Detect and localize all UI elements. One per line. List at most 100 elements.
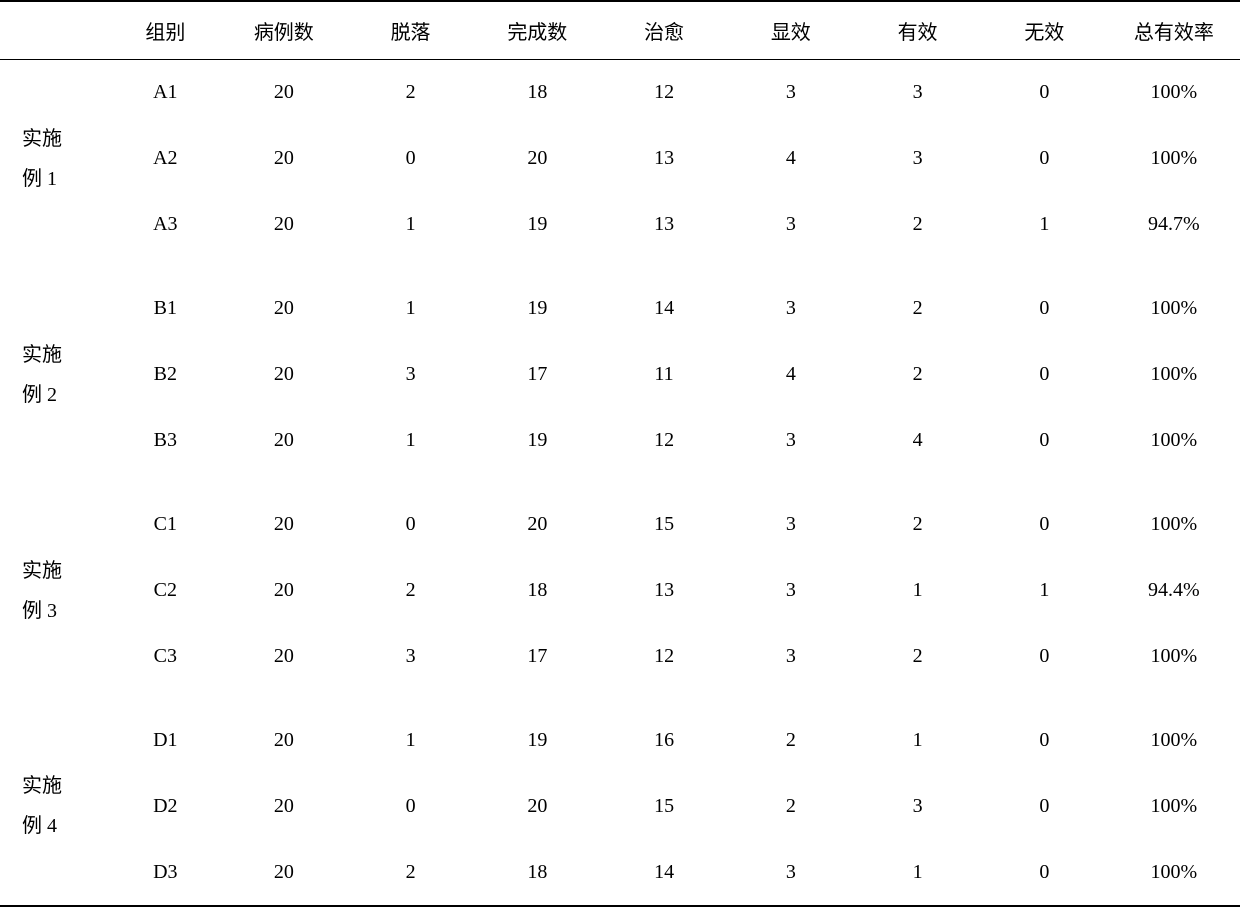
table-container: 组别 病例数 脱落 完成数 治愈 显效 有效 无效 总有效率 实施例 1A120… <box>0 0 1240 907</box>
header-effective: 有效 <box>854 1 981 60</box>
cell-dropout: 1 <box>347 192 474 258</box>
cell-dropout: 2 <box>347 558 474 624</box>
group-spacer <box>0 474 1240 492</box>
table-row: D22002015230100% <box>0 774 1240 840</box>
cell-ineffective: 0 <box>981 774 1108 840</box>
cell-ineffective: 0 <box>981 276 1108 342</box>
cell-cured: 13 <box>601 126 728 192</box>
group-label-line2: 例 2 <box>22 384 57 406</box>
cell-marked: 3 <box>727 60 854 126</box>
cell-completed: 17 <box>474 342 601 408</box>
header-ineffective: 无效 <box>981 1 1108 60</box>
cell-total_rate: 100% <box>1108 60 1240 126</box>
cell-effective: 2 <box>854 192 981 258</box>
header-dropout: 脱落 <box>347 1 474 60</box>
cell-effective: 3 <box>854 60 981 126</box>
cell-cured: 14 <box>601 276 728 342</box>
group-label-line1: 实施 <box>22 128 62 150</box>
cell-cases: 20 <box>220 774 347 840</box>
cell-ineffective: 0 <box>981 840 1108 906</box>
cell-completed: 20 <box>474 126 601 192</box>
cell-marked: 4 <box>727 126 854 192</box>
cell-total_rate: 94.4% <box>1108 558 1240 624</box>
cell-cases: 20 <box>220 840 347 906</box>
cell-completed: 18 <box>474 60 601 126</box>
cell-dropout: 1 <box>347 276 474 342</box>
cell-group: B1 <box>110 276 220 342</box>
table-row: D32021814310100% <box>0 840 1240 906</box>
cell-ineffective: 0 <box>981 126 1108 192</box>
cell-group: C1 <box>110 492 220 558</box>
cell-cured: 12 <box>601 624 728 690</box>
cell-cured: 16 <box>601 708 728 774</box>
cell-group: C2 <box>110 558 220 624</box>
cell-marked: 3 <box>727 558 854 624</box>
table-row: 实施例 4D12011916210100% <box>0 708 1240 774</box>
table-row: 实施例 2B12011914320100% <box>0 276 1240 342</box>
cell-total_rate: 100% <box>1108 840 1240 906</box>
cell-marked: 4 <box>727 342 854 408</box>
cell-dropout: 3 <box>347 624 474 690</box>
group-label: 实施例 2 <box>0 276 110 474</box>
cell-ineffective: 1 <box>981 192 1108 258</box>
cell-marked: 2 <box>727 774 854 840</box>
cell-group: D1 <box>110 708 220 774</box>
cell-total_rate: 100% <box>1108 774 1240 840</box>
cell-completed: 19 <box>474 276 601 342</box>
cell-marked: 3 <box>727 840 854 906</box>
group-label-line1: 实施 <box>22 775 62 797</box>
cell-marked: 2 <box>727 708 854 774</box>
cell-cured: 14 <box>601 840 728 906</box>
data-table: 组别 病例数 脱落 完成数 治愈 显效 有效 无效 总有效率 实施例 1A120… <box>0 0 1240 907</box>
cell-ineffective: 0 <box>981 624 1108 690</box>
table-row: 实施例 3C12002015320100% <box>0 492 1240 558</box>
cell-effective: 2 <box>854 276 981 342</box>
cell-ineffective: 0 <box>981 492 1108 558</box>
table-row: 实施例 1A12021812330100% <box>0 60 1240 126</box>
cell-total_rate: 100% <box>1108 342 1240 408</box>
group-label-line2: 例 3 <box>22 600 57 622</box>
cell-ineffective: 0 <box>981 708 1108 774</box>
cell-dropout: 0 <box>347 774 474 840</box>
cell-total_rate: 100% <box>1108 276 1240 342</box>
cell-cases: 20 <box>220 192 347 258</box>
table-row: A3201191332194.7% <box>0 192 1240 258</box>
header-row: 组别 病例数 脱落 完成数 治愈 显效 有效 无效 总有效率 <box>0 1 1240 60</box>
header-group: 组别 <box>110 1 220 60</box>
cell-group: B2 <box>110 342 220 408</box>
cell-total_rate: 100% <box>1108 708 1240 774</box>
cell-completed: 19 <box>474 408 601 474</box>
cell-completed: 20 <box>474 774 601 840</box>
cell-cured: 12 <box>601 408 728 474</box>
table-row: A22002013430100% <box>0 126 1240 192</box>
header-cured: 治愈 <box>601 1 728 60</box>
cell-ineffective: 0 <box>981 408 1108 474</box>
cell-ineffective: 0 <box>981 60 1108 126</box>
cell-dropout: 1 <box>347 708 474 774</box>
cell-cured: 15 <box>601 492 728 558</box>
cell-group: D2 <box>110 774 220 840</box>
cell-marked: 3 <box>727 624 854 690</box>
cell-cases: 20 <box>220 492 347 558</box>
group-label: 实施例 4 <box>0 708 110 906</box>
cell-effective: 2 <box>854 342 981 408</box>
group-label: 实施例 1 <box>0 60 110 258</box>
group-label-line2: 例 4 <box>22 815 57 837</box>
group-label-line1: 实施 <box>22 560 62 582</box>
header-blank <box>0 1 110 60</box>
cell-ineffective: 1 <box>981 558 1108 624</box>
cell-marked: 3 <box>727 192 854 258</box>
cell-effective: 1 <box>854 558 981 624</box>
cell-cured: 13 <box>601 558 728 624</box>
table-row: B32011912340100% <box>0 408 1240 474</box>
cell-cases: 20 <box>220 342 347 408</box>
group-label: 实施例 3 <box>0 492 110 690</box>
header-completed: 完成数 <box>474 1 601 60</box>
header-cases: 病例数 <box>220 1 347 60</box>
group-spacer <box>0 258 1240 276</box>
cell-cases: 20 <box>220 60 347 126</box>
header-marked: 显效 <box>727 1 854 60</box>
cell-cases: 20 <box>220 558 347 624</box>
spacer-cell <box>0 690 1240 708</box>
cell-effective: 1 <box>854 840 981 906</box>
